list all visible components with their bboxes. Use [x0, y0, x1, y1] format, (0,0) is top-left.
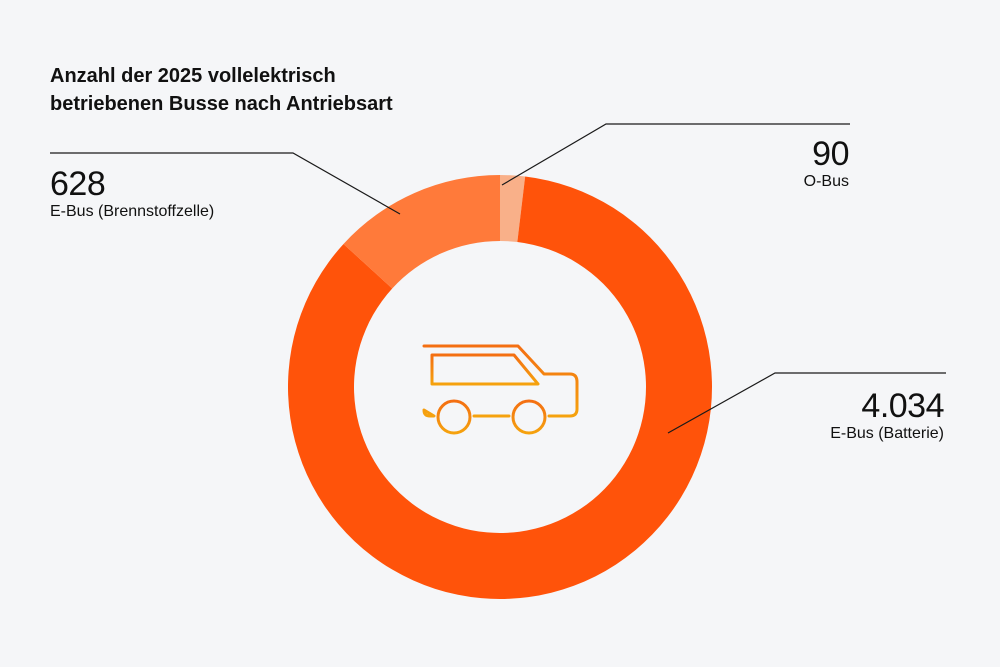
donut-slices: [288, 175, 713, 600]
callout-obus: 90 O-Bus: [803, 135, 850, 192]
battery-label: E-Bus (Batterie): [830, 425, 944, 442]
obus-value: 90: [812, 135, 849, 173]
leader-line-obus: [501, 123, 850, 186]
battery-value: 4.034: [861, 387, 944, 425]
leader-line-fuel-cell: [50, 152, 401, 215]
slice-fuel-cell: [343, 175, 500, 289]
obus-label: O-Bus: [803, 173, 849, 190]
slice-obus: [500, 175, 526, 243]
leader-line-battery: [667, 372, 946, 434]
slice-battery: [288, 176, 713, 600]
callout-fuel-cell: 628 E-Bus (Brennstoffzelle): [50, 166, 214, 222]
chart-title-line-1: Anzahl der 2025 vollelektrisch: [50, 65, 336, 87]
bus-icon: [422, 344, 579, 435]
chart-title: Anzahl der 2025 vollelektrisch betrieben…: [50, 62, 393, 118]
fuel-cell-value: 628: [50, 165, 106, 203]
callout-battery: 4.034 E-Bus (Batterie): [830, 388, 944, 444]
chart-title-line-2: betriebenen Busse nach Antriebsart: [50, 93, 393, 115]
fuel-cell-label: E-Bus (Brennstoffzelle): [50, 203, 215, 220]
